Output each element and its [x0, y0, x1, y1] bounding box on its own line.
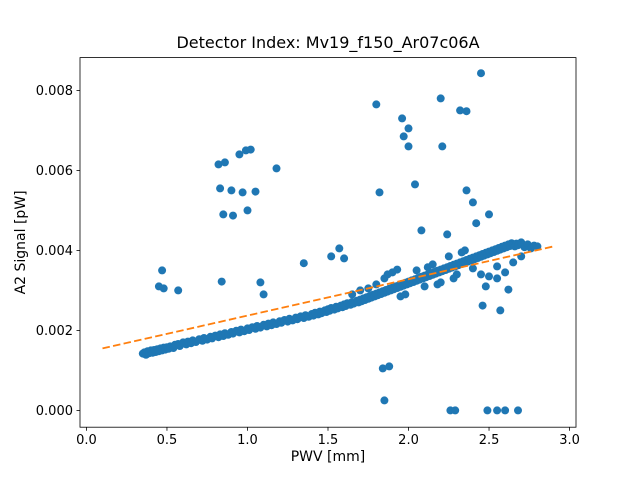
data-point [404, 142, 413, 151]
x-tick-label: 1.0 [237, 433, 258, 448]
data-point [256, 278, 265, 287]
x-axis-label: PWV [mm] [291, 449, 366, 465]
x-tick-label: 3.0 [559, 433, 580, 448]
data-point [493, 274, 502, 283]
data-point [259, 290, 268, 299]
data-point [496, 306, 505, 315]
y-tick-label: 0.004 [36, 244, 73, 259]
data-point [220, 158, 229, 167]
data-point [485, 210, 493, 219]
data-point [251, 187, 260, 196]
data-point [483, 406, 492, 415]
y-tick-label: 0.002 [36, 324, 73, 339]
data-point [481, 282, 490, 291]
data-point [493, 406, 502, 415]
data-point [423, 263, 432, 272]
data-point [468, 264, 477, 273]
data-point [243, 206, 252, 215]
data-point [372, 280, 381, 289]
x-tick-label: 2.5 [479, 433, 500, 448]
data-point [533, 242, 542, 251]
data-point [462, 186, 471, 195]
plot-content: 0.0 0.5 1.0 1.5 2.0 2.5 3.0 0.000 0.002 0.004 0.00… [36, 57, 580, 448]
data-point [246, 145, 255, 154]
data-point [217, 277, 226, 286]
scatter-series [138, 69, 542, 415]
x-tick-label: 0.5 [157, 433, 178, 448]
data-point [477, 69, 485, 78]
x-tick-label: 0.0 [76, 433, 97, 448]
data-point [398, 114, 407, 123]
y-tick-label: 0.000 [36, 404, 73, 419]
x-tick-label: 1.5 [318, 433, 339, 448]
data-point [393, 265, 402, 274]
data-point [501, 406, 510, 415]
data-point [443, 230, 452, 239]
data-point [462, 107, 471, 116]
data-point [238, 188, 247, 197]
data-point [227, 186, 236, 195]
data-point [412, 266, 421, 275]
data-point [417, 226, 426, 235]
data-point [272, 164, 281, 173]
data-point [472, 219, 481, 228]
data-point [477, 270, 485, 279]
data-point [229, 211, 237, 220]
trend-line [102, 245, 554, 350]
data-point [478, 301, 487, 310]
data-point [509, 258, 518, 267]
data-point [214, 160, 223, 169]
data-point [468, 198, 477, 207]
data-point [235, 150, 244, 159]
data-point [174, 286, 183, 295]
data-point [433, 280, 442, 289]
data-point [375, 188, 384, 197]
data-point [372, 100, 381, 109]
y-tick-label: 0.008 [36, 84, 73, 99]
data-point [436, 94, 445, 103]
data-point [340, 254, 349, 263]
x-tick-label: 2.0 [398, 433, 419, 448]
data-point [493, 262, 502, 271]
data-point [504, 285, 513, 294]
chart-title: Detector Index: Mv19_f150_Ar07c06A [176, 33, 479, 53]
data-point [514, 406, 522, 415]
data-point [444, 252, 453, 261]
data-point [219, 210, 228, 219]
y-tick-label: 0.006 [36, 164, 73, 179]
data-point [159, 284, 168, 293]
data-point [327, 252, 336, 261]
data-point [411, 180, 419, 189]
data-point [404, 124, 413, 133]
data-point [399, 132, 408, 141]
data-point [216, 184, 225, 193]
axes-frame [79, 57, 577, 428]
data-point [449, 274, 458, 283]
data-point [485, 272, 493, 281]
data-point [438, 142, 447, 151]
data-point [158, 266, 167, 275]
data-point [335, 244, 344, 253]
data-point [380, 396, 389, 405]
data-point [456, 106, 465, 115]
data-point [420, 282, 429, 291]
data-point [348, 290, 357, 299]
data-point [457, 248, 466, 257]
data-point [385, 362, 394, 371]
data-point [451, 406, 460, 415]
data-point [501, 268, 510, 277]
y-axis-label: A2 Signal [pW] [13, 190, 29, 294]
data-point [299, 259, 308, 268]
data-point [378, 364, 387, 373]
data-point [401, 290, 410, 299]
